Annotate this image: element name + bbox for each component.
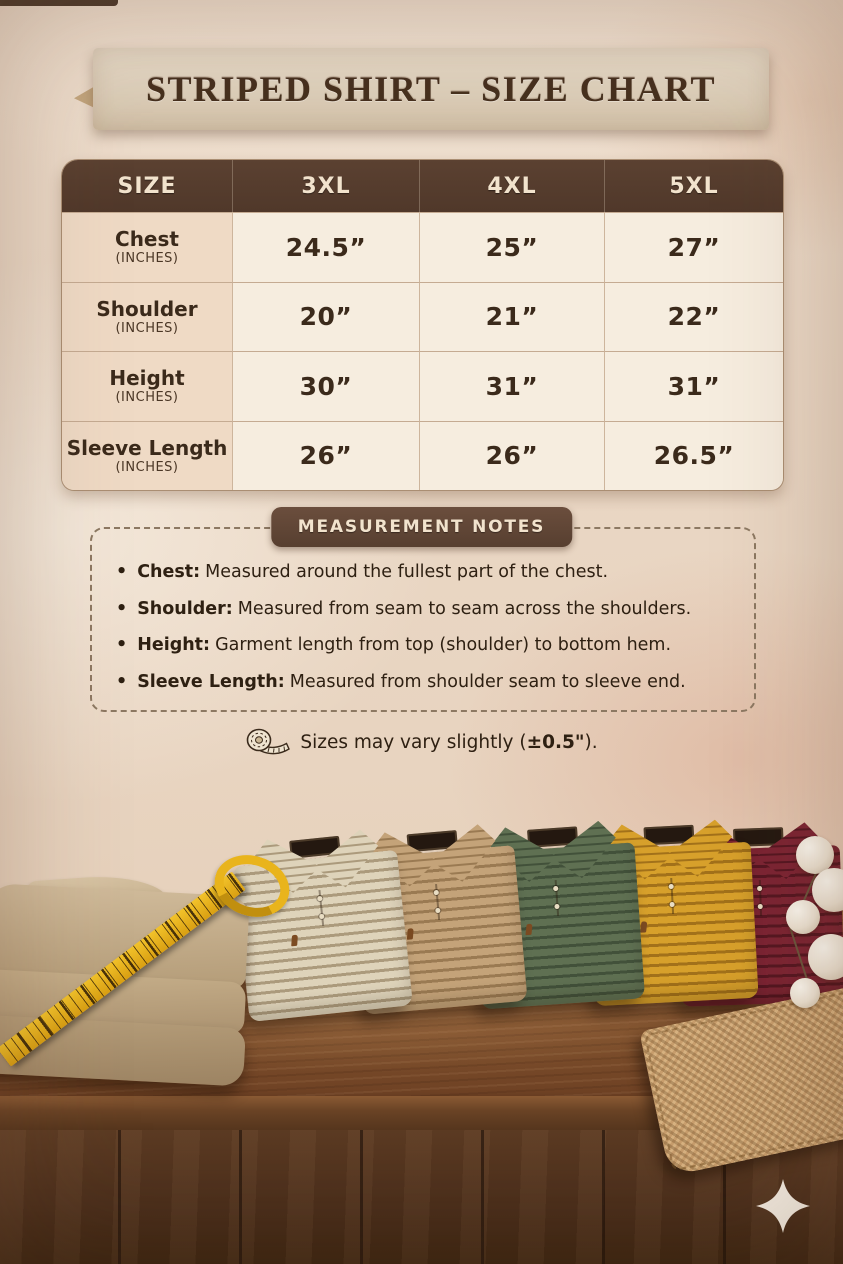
cotton-puff bbox=[812, 868, 843, 912]
row-label-height: Height (INCHES) bbox=[62, 351, 233, 421]
measuring-tape-icon bbox=[247, 728, 291, 755]
row-label-chest: Chest (INCHES) bbox=[62, 212, 233, 282]
notes-badge: MEASUREMENT NOTES bbox=[270, 507, 573, 547]
column-header-size: SIZE bbox=[62, 160, 233, 212]
embroidered-logo bbox=[525, 923, 533, 936]
cotton-puff bbox=[796, 836, 834, 874]
cotton-branch bbox=[780, 836, 843, 1011]
column-header-4xl: 4XL bbox=[420, 160, 605, 212]
size-disclaimer: Sizes may vary slightly (±0.5"). bbox=[0, 720, 843, 764]
row-label-sleeve-length: Sleeve Length (INCHES) bbox=[62, 420, 233, 490]
cell-sleeve-4xl: 26” bbox=[420, 420, 605, 490]
cell-chest-4xl: 25” bbox=[420, 212, 605, 282]
sparkle-icon bbox=[756, 1178, 810, 1234]
row-label-shoulder: Shoulder (INCHES) bbox=[62, 281, 233, 351]
cell-sleeve-3xl: 26” bbox=[233, 420, 420, 490]
cotton-puff bbox=[786, 900, 820, 934]
note-item-height: Height:Garment length from top (shoulder… bbox=[116, 634, 730, 656]
title-banner: STRIPED SHIRT – SIZE CHART bbox=[93, 48, 769, 130]
embroidered-logo bbox=[406, 928, 414, 940]
column-header-5xl: 5XL bbox=[605, 160, 783, 212]
embroidered-logo bbox=[291, 934, 298, 947]
note-item-shoulder: Shoulder:Measured from seam to seam acro… bbox=[116, 598, 730, 620]
cotton-puff bbox=[790, 978, 820, 1008]
cell-height-3xl: 30” bbox=[233, 351, 420, 421]
page-title: STRIPED SHIRT – SIZE CHART bbox=[146, 69, 716, 109]
cell-height-4xl: 31” bbox=[420, 351, 605, 421]
note-item-chest: Chest:Measured around the fullest part o… bbox=[116, 561, 730, 583]
cell-chest-3xl: 24.5” bbox=[233, 212, 420, 282]
cell-chest-5xl: 27” bbox=[605, 212, 783, 282]
size-chart-table: SIZE 3XL 4XL 5XL Chest (INCHES) 24.5” 25… bbox=[62, 160, 783, 490]
notes-list: Chest:Measured around the fullest part o… bbox=[92, 529, 754, 693]
cell-sleeve-5xl: 26.5” bbox=[605, 420, 783, 490]
cotton-puff bbox=[808, 934, 843, 980]
cell-shoulder-3xl: 20” bbox=[233, 281, 420, 351]
note-item-sleeve-length: Sleeve Length:Measured from shoulder sea… bbox=[116, 671, 730, 693]
cell-height-5xl: 31” bbox=[605, 351, 783, 421]
measurement-notes-box: Chest:Measured around the fullest part o… bbox=[90, 527, 756, 712]
corner-smudge bbox=[0, 0, 118, 6]
cell-shoulder-5xl: 22” bbox=[605, 281, 783, 351]
cell-shoulder-4xl: 21” bbox=[420, 281, 605, 351]
disclaimer-text: Sizes may vary slightly (±0.5"). bbox=[300, 731, 598, 753]
column-header-3xl: 3XL bbox=[233, 160, 420, 212]
striped-polo-row bbox=[233, 820, 843, 1023]
